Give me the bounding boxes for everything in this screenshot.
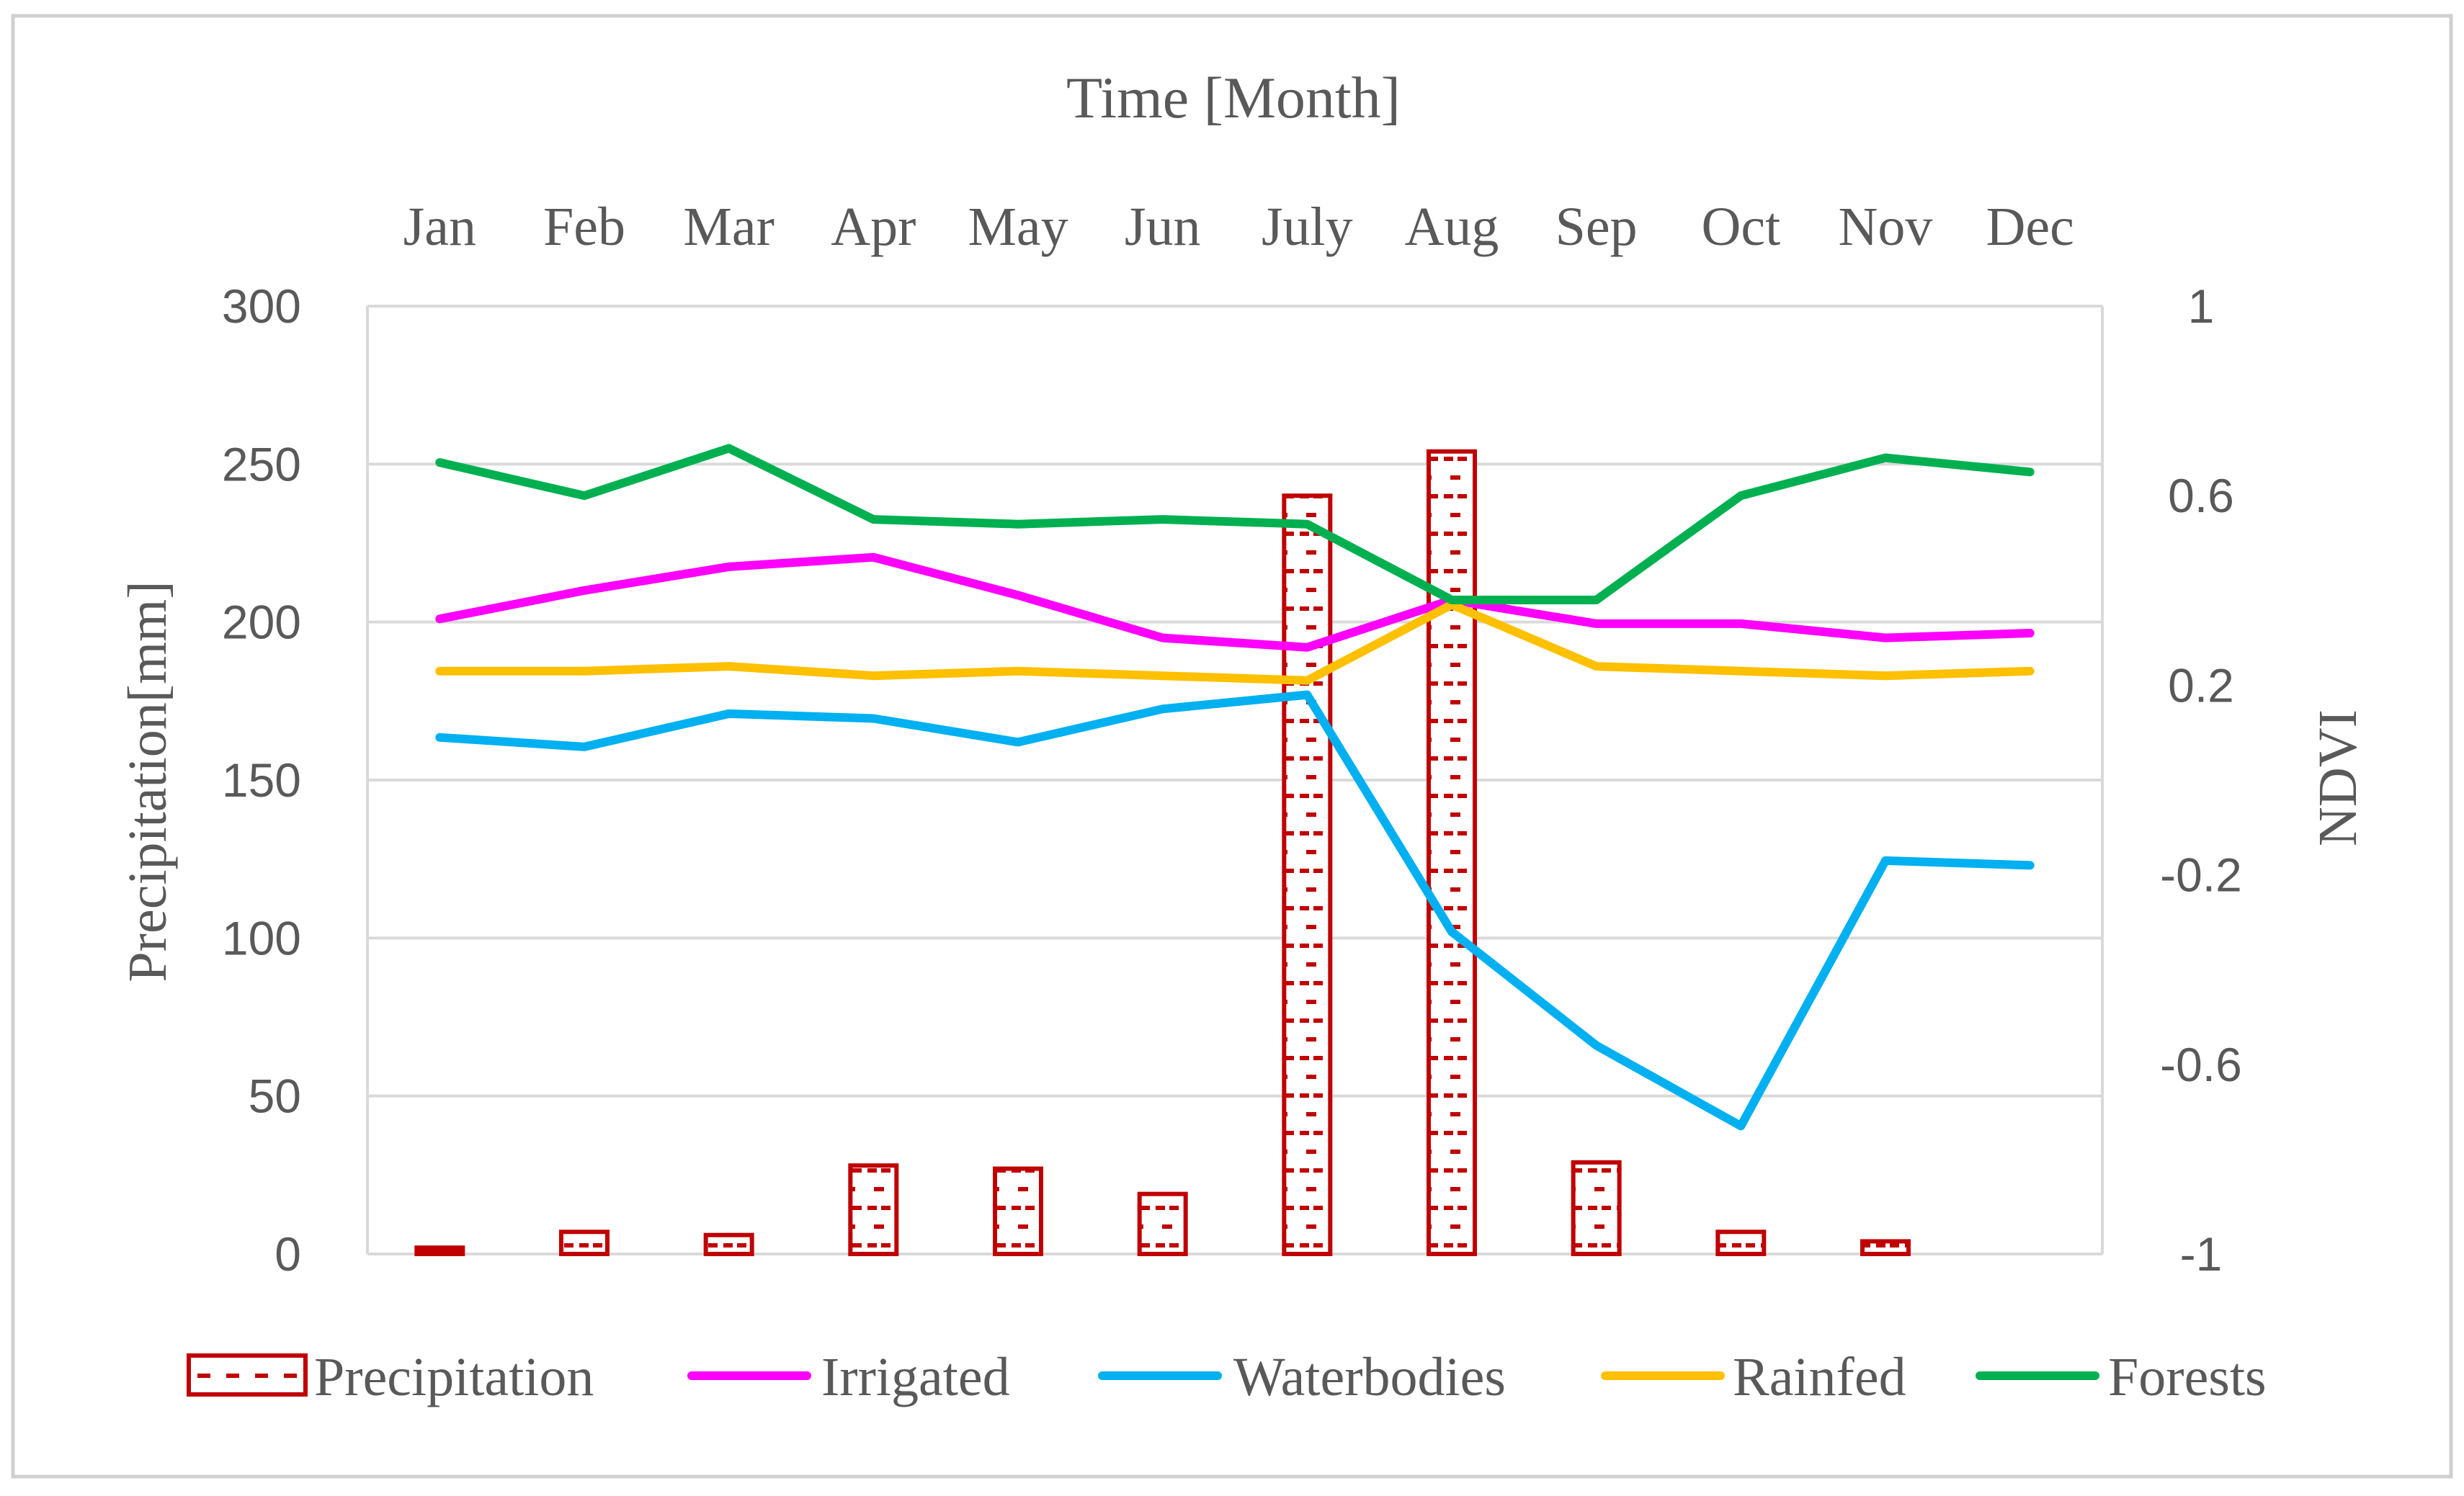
month-labels: Jan Feb Mar Apr May Jun July Aug Sep Oct Nov Dec bbox=[403, 197, 2074, 257]
legend-label: Waterbodies bbox=[1233, 1347, 1506, 1407]
right-axis-ticks: 1 0.6 0.2 -0.2 -0.6 -1 bbox=[2160, 279, 2242, 1281]
left-tick-label: 100 bbox=[222, 911, 301, 964]
precipitation-bar bbox=[559, 1230, 610, 1257]
right-tick-label: 1 bbox=[2188, 279, 2215, 333]
month-label: Aug bbox=[1405, 197, 1499, 257]
precipitation-bar bbox=[1282, 493, 1333, 1257]
chart-title: Time [Month] bbox=[1066, 65, 1401, 130]
left-tick-label: 300 bbox=[222, 279, 301, 333]
right-tick-label: -0.6 bbox=[2160, 1038, 2242, 1091]
ndvi-lines bbox=[435, 444, 2035, 1131]
left-tick-label: 250 bbox=[222, 437, 301, 491]
series-line-irrigated bbox=[435, 552, 2035, 652]
month-label: Dec bbox=[1986, 197, 2074, 257]
y-axis-left-label: Precipitation[mm] bbox=[117, 581, 178, 982]
precipitation-bars bbox=[414, 449, 1911, 1257]
month-label: July bbox=[1262, 197, 1353, 257]
series-line-rainfed bbox=[435, 600, 2035, 685]
legend-label: Precipitation bbox=[314, 1347, 594, 1407]
gridlines bbox=[366, 305, 2104, 1255]
precipitation-bar bbox=[1427, 449, 1477, 1257]
legend-item-waterbodies: Waterbodies bbox=[1098, 1347, 1506, 1407]
right-tick-label: -0.2 bbox=[2160, 848, 2242, 902]
month-label: Feb bbox=[543, 197, 625, 257]
precipitation-bar bbox=[993, 1166, 1043, 1257]
precipitation-bar bbox=[1571, 1160, 1622, 1256]
legend-item-forests: Forests bbox=[1976, 1347, 2267, 1407]
month-label: Oct bbox=[1701, 197, 1780, 257]
precipitation-bar bbox=[1137, 1191, 1188, 1256]
month-label: Jun bbox=[1125, 197, 1201, 257]
series-line-waterbodies bbox=[435, 690, 2035, 1131]
month-label: Mar bbox=[683, 197, 775, 257]
left-tick-label: 200 bbox=[222, 596, 301, 649]
month-label: Jan bbox=[403, 197, 476, 257]
series-line-forests bbox=[435, 444, 2035, 604]
precipitation-bar bbox=[1715, 1230, 1767, 1257]
legend-item-rainfed: Rainfed bbox=[1601, 1347, 1906, 1407]
month-label: Nov bbox=[1839, 197, 1933, 257]
month-label: Sep bbox=[1555, 197, 1638, 257]
legend: Precipitation Irrigated Waterbodies Rainfed… bbox=[187, 1347, 2267, 1407]
right-tick-label: 0.6 bbox=[2168, 469, 2234, 522]
right-tick-label: -1 bbox=[2180, 1227, 2223, 1281]
left-tick-label: 150 bbox=[222, 753, 301, 807]
chart-frame bbox=[11, 14, 2453, 1479]
precipitation-bar bbox=[848, 1163, 899, 1257]
right-tick-label: 0.2 bbox=[2168, 658, 2234, 712]
legend-label: Forests bbox=[2108, 1347, 2267, 1407]
legend-item-precipitation: Precipitation bbox=[187, 1347, 594, 1407]
legend-label: Rainfed bbox=[1733, 1347, 1906, 1407]
left-tick-label: 50 bbox=[249, 1070, 301, 1123]
precipitation-bar bbox=[1860, 1239, 1911, 1257]
month-label: May bbox=[968, 197, 1068, 257]
y-axis-right-label: NDVI bbox=[2308, 709, 2368, 846]
left-axis-ticks: 0 50 100 150 200 250 300 bbox=[222, 279, 301, 1281]
precipitation-bar bbox=[414, 1245, 465, 1257]
legend-item-irrigated: Irrigated bbox=[687, 1347, 1010, 1407]
precipitation-bar bbox=[703, 1232, 754, 1257]
legend-label: Irrigated bbox=[821, 1347, 1010, 1407]
month-label: Apr bbox=[831, 197, 916, 257]
left-tick-label: 0 bbox=[274, 1227, 301, 1281]
